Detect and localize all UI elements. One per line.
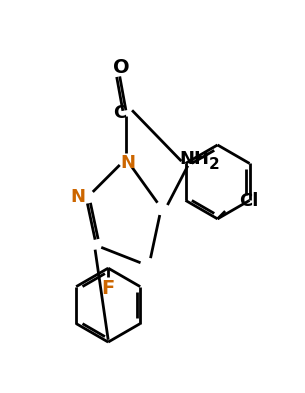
Text: F: F xyxy=(102,279,115,298)
Text: N: N xyxy=(71,188,86,206)
Text: Cl: Cl xyxy=(239,192,258,210)
Text: C: C xyxy=(113,105,126,122)
Text: 2: 2 xyxy=(209,158,220,173)
Text: N: N xyxy=(120,154,135,172)
Text: NH: NH xyxy=(179,150,210,168)
Text: O: O xyxy=(113,58,130,77)
